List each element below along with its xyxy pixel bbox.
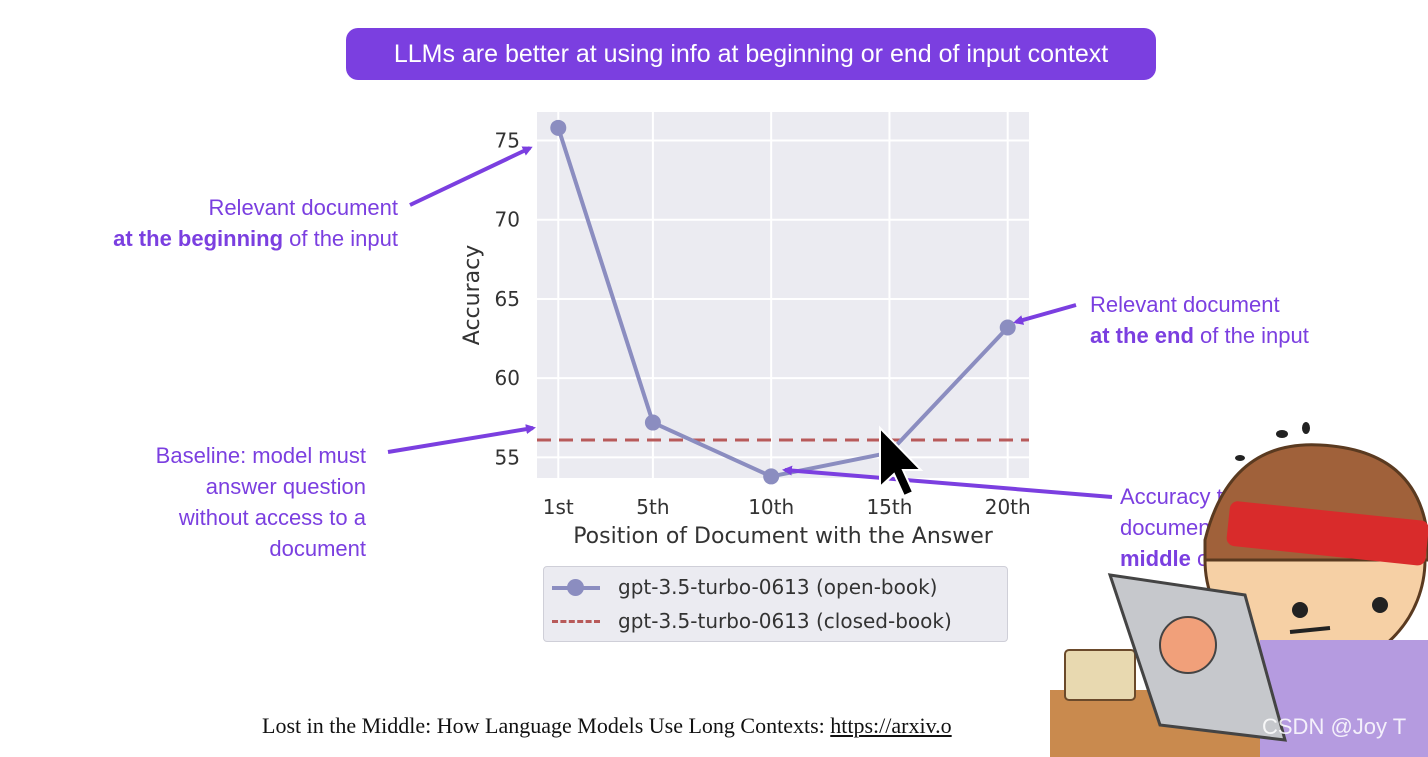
annotation-middle-line2: documen xyxy=(1120,515,1211,540)
tick-labels: 1st 5th 10th 15th 20th 55 60 65 70 75 xyxy=(495,129,1031,519)
annotation-beginning-line1: Relevant document xyxy=(208,195,398,220)
legend-label: gpt-3.5-turbo-0613 (closed-book) xyxy=(618,609,952,633)
title-banner: LLMs are better at using info at beginni… xyxy=(346,28,1156,80)
x-tick-label: 15th xyxy=(866,495,912,519)
cartoon-sticker-icon xyxy=(1050,422,1428,757)
citation-link[interactable]: https://arxiv.o xyxy=(830,713,952,738)
annotation-baseline: Baseline: model must answer question wit… xyxy=(156,440,366,564)
y-tick-label: 65 xyxy=(495,287,520,311)
legend-dashed-line-icon xyxy=(544,606,606,636)
x-tick-label: 10th xyxy=(748,495,794,519)
chart-legend: gpt-3.5-turbo-0613 (open-book) gpt-3.5-t… xyxy=(543,566,1008,642)
arrow-beginning xyxy=(409,146,533,207)
citation-text: Lost in the Middle: How Language Models … xyxy=(262,713,831,738)
annotation-end-line1: Relevant document xyxy=(1090,292,1280,317)
legend-label: gpt-3.5-turbo-0613 (open-book) xyxy=(618,575,938,599)
citation: Lost in the Middle: How Language Models … xyxy=(262,713,952,739)
annotation-beginning-bold: at the beginning xyxy=(113,226,284,251)
mouse-cursor-icon xyxy=(879,425,924,498)
y-tick-label: 75 xyxy=(495,129,520,153)
series-line-open-book xyxy=(556,127,1010,479)
annotation-baseline-line: without access to a xyxy=(178,505,366,530)
data-point-open-book xyxy=(550,119,567,136)
legend-entry-closed-book: gpt-3.5-turbo-0613 (closed-book) xyxy=(544,606,952,636)
legend-entry-open-book: gpt-3.5-turbo-0613 (open-book) xyxy=(544,572,937,602)
y-axis-label: Accuracy xyxy=(460,245,485,345)
data-point-open-book xyxy=(999,319,1016,336)
annotation-end-bold: at the end xyxy=(1090,323,1194,348)
data-point-open-book xyxy=(763,468,780,485)
legend-line-marker-icon xyxy=(544,572,606,602)
y-tick-label: 55 xyxy=(495,445,520,469)
chart-marks xyxy=(537,119,1029,485)
annotation-middle-rest: of xyxy=(1190,546,1216,571)
annotation-end-rest: of the input xyxy=(1193,323,1309,348)
annotation-beginning: Relevant document at the beginning of th… xyxy=(113,192,398,254)
annotation-end-line2: at the end of the input xyxy=(1090,320,1309,351)
watermark: CSDN @Joy T xyxy=(1262,714,1407,739)
data-point-open-book xyxy=(644,414,661,431)
annotation-baseline-line: document xyxy=(269,536,366,561)
annotation-middle-line1: Accuracy t xyxy=(1120,484,1223,509)
x-axis-label: Position of Document with the Answer xyxy=(573,524,994,549)
y-tick-label: 70 xyxy=(495,208,520,232)
arrow-end xyxy=(1013,303,1077,325)
grid-lines xyxy=(537,112,1029,478)
arrow-baseline xyxy=(387,424,536,454)
annotation-middle-line3: middle of xyxy=(1120,543,1223,574)
annotation-beginning-line2: at the beginning of the input xyxy=(113,223,398,254)
y-tick-label: 60 xyxy=(495,366,520,390)
arrow-middle xyxy=(782,465,1113,499)
annotation-beginning-rest: of the input xyxy=(283,226,398,251)
data-point-open-book xyxy=(881,444,898,461)
annotation-baseline-line: answer question xyxy=(205,474,366,499)
x-tick-label: 1st xyxy=(543,495,574,519)
annotation-middle: Accuracy t documen middle of xyxy=(1120,481,1223,574)
annotation-middle-bold: middle xyxy=(1120,546,1191,571)
plot-area xyxy=(537,112,1029,478)
x-tick-label: 20th xyxy=(985,495,1031,519)
annotation-end: Relevant document at the end of the inpu… xyxy=(1090,289,1309,351)
annotation-baseline-line: Baseline: model must xyxy=(155,443,366,468)
x-tick-label: 5th xyxy=(636,495,669,519)
